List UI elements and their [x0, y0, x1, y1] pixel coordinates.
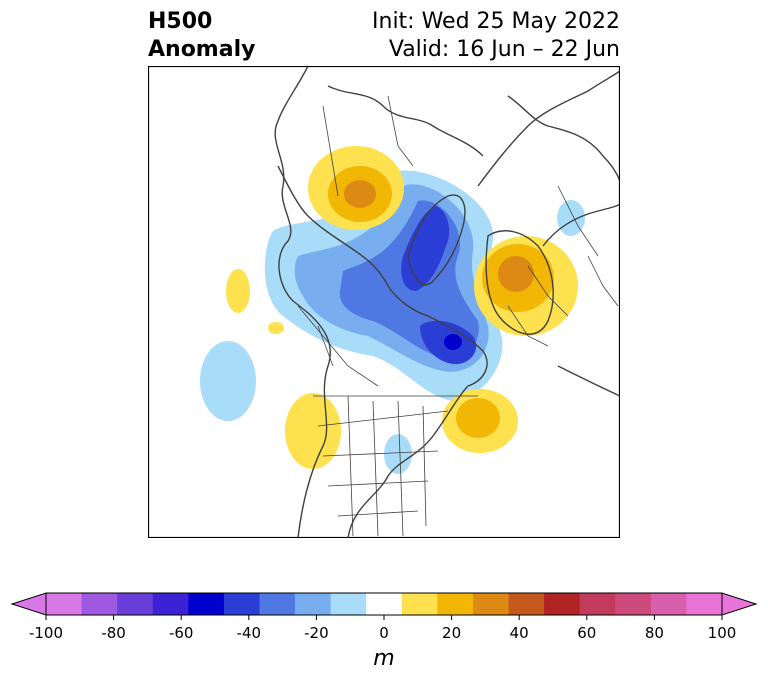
colorbar-segment: [437, 593, 474, 615]
colorbar-tick-label: 80: [644, 624, 664, 642]
colorbar-tick-label: -80: [101, 624, 126, 642]
map-title-left: H500 Anomaly: [148, 8, 255, 64]
colorbar-segment: [330, 593, 367, 615]
map-frame: [148, 66, 620, 538]
colorbar-under-arrow: [10, 592, 47, 616]
colorbar-tick-label: -60: [168, 624, 194, 642]
positive-anomaly-fill: [226, 146, 578, 469]
colorbar-tick-label: -40: [236, 624, 262, 642]
colorbar-segment: [366, 593, 403, 615]
title-right-line-2: Valid: 16 Jun – 22 Jun: [388, 37, 620, 62]
colorbar-over-arrow: [721, 592, 758, 616]
colorbar-ticks: [45, 615, 723, 620]
colorbar-segment: [508, 593, 545, 615]
negative-anomaly-fill: [200, 170, 585, 474]
title-left-line-1: H500: [148, 9, 213, 34]
colorbar-segment: [188, 593, 225, 615]
coastlines: [274, 66, 620, 538]
colorbar-segment: [259, 593, 296, 615]
colorbar-tick-label: 0: [379, 624, 389, 642]
title-right-line-1: Init: Wed 25 May 2022: [372, 9, 620, 34]
colorbar-segment: [686, 593, 723, 615]
colorbar-segment: [152, 593, 189, 615]
title-left-line-2: Anomaly: [148, 37, 256, 62]
colorbar-segment: [544, 593, 581, 615]
colorbar-segment: [81, 593, 118, 615]
colorbar-tick-label: -100: [28, 624, 64, 642]
colorbar-segment: [615, 593, 652, 615]
colorbar-tick-label: 40: [509, 624, 529, 642]
anomaly-contours: [200, 66, 620, 538]
colorbar-unit-label: m: [373, 646, 395, 671]
colorbar-segments: [10, 592, 758, 616]
colorbar-tick-label: 100: [707, 624, 737, 642]
anomaly-map: [148, 66, 620, 538]
colorbar-segment: [401, 593, 438, 615]
colorbar-segment: [650, 593, 687, 615]
colorbar-tick-label: 60: [577, 624, 597, 642]
political-borders: [297, 95, 619, 537]
colorbar-tick-label: -20: [304, 624, 329, 642]
colorbar-segment: [46, 593, 83, 615]
colorbar-segment: [472, 593, 510, 615]
colorbar-tick-label: 20: [442, 624, 462, 642]
colorbar-segment: [579, 593, 616, 615]
map-title-right: Init: Wed 25 May 2022 Valid: 16 Jun – 22…: [372, 8, 620, 64]
colorbar-segment: [223, 593, 260, 615]
colorbar-segment: [295, 593, 332, 615]
colorbar-segment: [117, 593, 154, 615]
colorbar: [10, 592, 758, 620]
